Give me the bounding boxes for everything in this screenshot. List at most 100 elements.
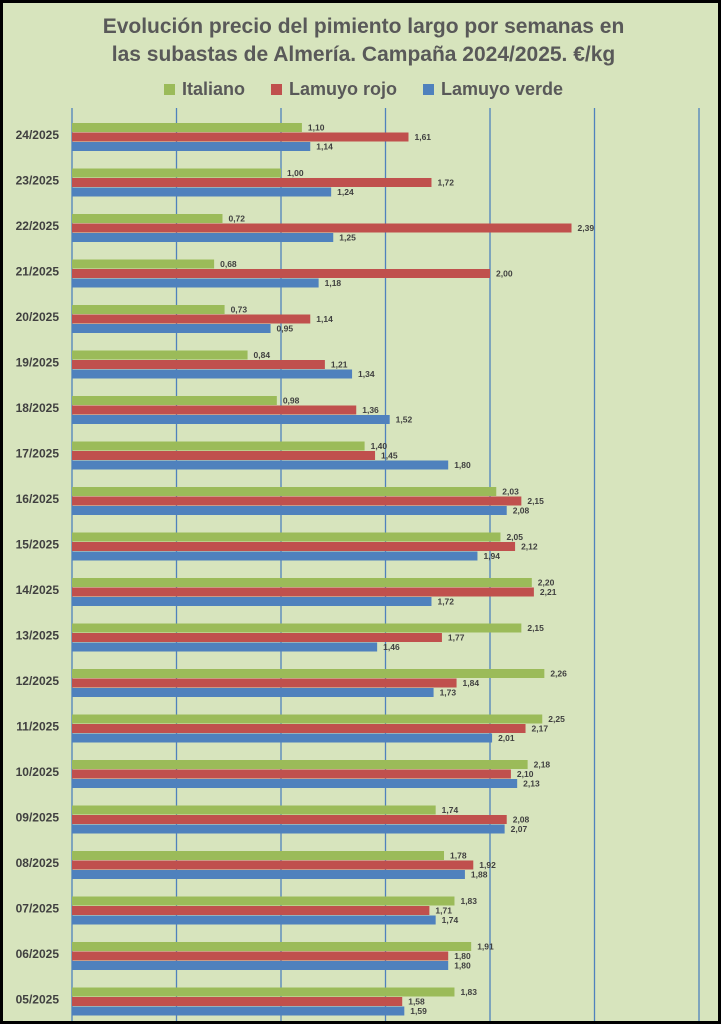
bar [72,396,277,405]
data-label: 1,71 [435,906,452,916]
category-label: 23/2025 [16,174,60,188]
data-label: 1,88 [471,870,488,880]
bar [72,860,474,870]
bar [72,551,478,561]
bar [72,187,332,197]
data-label: 1,83 [460,896,477,906]
bar [72,851,445,860]
category-label: 16/2025 [16,492,60,506]
bar [72,714,543,724]
bar-chart-plot: 24/2025 1,10 1,61 1,14 23/2025 1,00 1,72 1,24 22… [16,108,700,1021]
bar [72,278,319,288]
data-label: 1,80 [454,961,471,971]
data-label: 2,18 [534,760,551,770]
data-label: 1,72 [437,597,454,607]
bar [72,269,490,278]
bar [72,532,501,542]
legend-item-italiano: Italiano [163,79,245,100]
legend-label-lamuyo-verde: Lamuyo verde [440,79,564,99]
bar [72,168,281,178]
chart-legend: Italiano Lamuyo rojo Lamuyo verde [3,79,718,100]
data-label: 1,84 [463,678,480,688]
category-label: 20/2025 [16,310,60,324]
bar [72,496,522,506]
bar [72,805,436,815]
bar [72,906,430,915]
data-label: 2,07 [511,824,528,834]
legend-item-lamuyo-verde: Lamuyo verde [422,79,564,100]
data-label: 1,45 [381,451,398,461]
chart-title-line-1: Evolución precio del pimiento largo por … [102,15,625,38]
data-label: 1,40 [371,441,388,451]
bar [72,669,545,678]
data-label: 0,68 [220,259,237,269]
data-label: 1,36 [362,405,379,415]
data-label: 1,25 [339,233,356,243]
data-label: 1,72 [437,178,454,188]
bar [72,997,403,1006]
data-label: 1,14 [316,142,333,152]
bar [72,951,449,961]
bar [72,415,390,424]
data-label: 1,00 [287,168,304,178]
legend-swatch-lamuyo-verde [422,84,434,95]
data-label: 2,21 [540,587,557,597]
bar [72,688,434,697]
category-label: 24/2025 [16,128,60,142]
category-label: 12/2025 [16,674,60,688]
data-label: 1,10 [308,123,325,133]
bar [72,223,572,233]
bar [72,961,449,970]
data-label: 1,58 [408,997,425,1007]
data-label: 0,72 [228,214,245,224]
chart-title-line-2: las subastas de Almería. Campaña 2024/20… [111,43,616,66]
data-label: 2,05 [506,532,523,542]
data-label: 1,14 [316,314,333,324]
data-label: 1,78 [450,851,467,861]
category-label: 06/2025 [16,947,60,961]
bar [72,587,534,597]
legend-item-lamuyo-rojo: Lamuyo rojo [270,79,397,100]
data-label: 1,59 [410,1006,427,1016]
data-label: 2,17 [532,724,549,734]
data-label: 1,73 [440,688,457,698]
category-label: 21/2025 [16,265,60,279]
bar [72,441,365,451]
data-label: 2,26 [550,669,567,679]
category-label: 14/2025 [16,583,60,597]
bar [72,132,409,142]
category-label: 09/2025 [16,811,60,825]
data-label: 1,83 [460,987,477,997]
data-label: 0,98 [283,396,300,406]
data-label: 1,74 [442,915,459,925]
data-label: 1,61 [414,132,431,142]
data-label: 2,08 [513,815,530,825]
bar [72,896,455,906]
bar [72,824,505,834]
bar [72,915,436,925]
bar [72,870,465,879]
data-label: 1,92 [479,860,496,870]
bar [72,642,378,652]
bar [72,324,271,333]
data-label: 2,20 [538,578,555,588]
bar [72,314,311,324]
bar [72,987,455,997]
data-label: 2,15 [527,623,544,633]
bar [72,369,353,379]
data-label: 2,25 [548,714,565,724]
bar [72,123,302,132]
category-label: 11/2025 [16,720,59,734]
bar [72,542,516,551]
data-label: 1,80 [454,460,471,470]
category-label: 08/2025 [16,856,60,870]
data-label: 2,00 [496,269,513,279]
bar [72,405,357,415]
data-label: 1,77 [448,633,465,643]
bar [72,633,442,642]
data-label: 1,94 [483,551,500,561]
bar [72,350,248,360]
legend-label-italiano: Italiano [181,79,245,99]
bar [72,506,507,515]
